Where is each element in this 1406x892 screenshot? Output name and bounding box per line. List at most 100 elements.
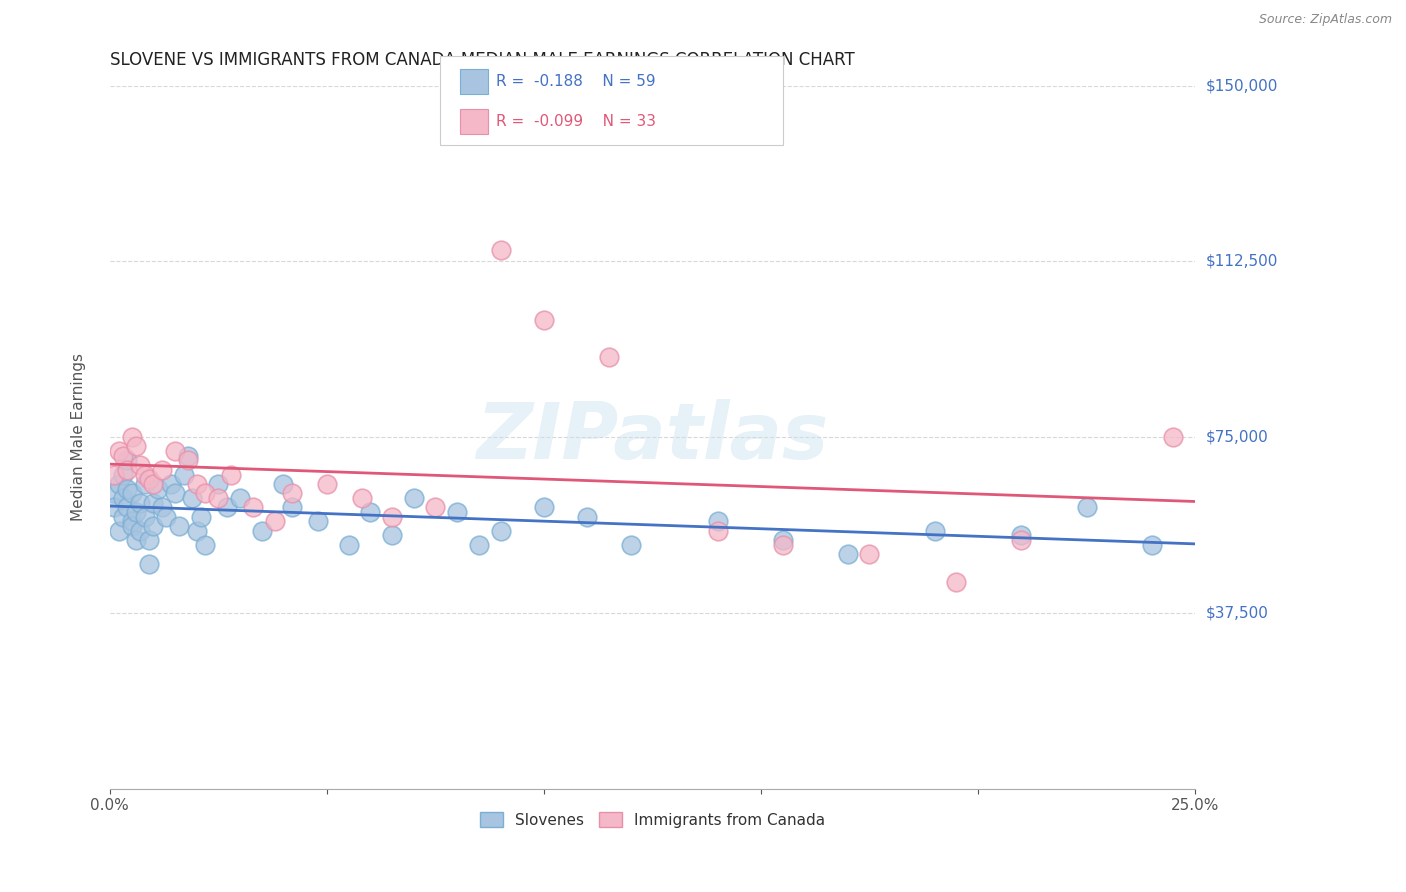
Point	[620, 538, 643, 552]
Point	[134, 509, 156, 524]
Point	[125, 439, 148, 453]
Point	[134, 476, 156, 491]
Point	[281, 486, 304, 500]
Point	[194, 486, 217, 500]
Text: ZIPatlas: ZIPatlas	[477, 399, 828, 475]
Point	[1010, 528, 1032, 542]
Point	[1076, 500, 1098, 515]
Point	[155, 509, 177, 524]
Point	[115, 482, 138, 496]
Text: $150,000: $150,000	[1206, 78, 1278, 93]
Point	[103, 467, 125, 482]
Text: R =  -0.188    N = 59: R = -0.188 N = 59	[496, 74, 657, 89]
Point	[381, 528, 404, 542]
Point	[177, 453, 200, 467]
Point	[1163, 430, 1185, 444]
Point	[350, 491, 373, 505]
Text: SLOVENE VS IMMIGRANTS FROM CANADA MEDIAN MALE EARNINGS CORRELATION CHART: SLOVENE VS IMMIGRANTS FROM CANADA MEDIAN…	[110, 51, 855, 69]
Text: $75,000: $75,000	[1206, 430, 1268, 444]
Point	[263, 515, 285, 529]
Point	[107, 524, 129, 538]
Point	[359, 505, 381, 519]
Point	[159, 476, 181, 491]
Point	[142, 476, 165, 491]
Point	[169, 519, 191, 533]
Point	[215, 500, 238, 515]
Point	[121, 430, 143, 444]
Point	[111, 449, 134, 463]
Point	[945, 575, 967, 590]
Point	[576, 509, 599, 524]
Text: $37,500: $37,500	[1206, 606, 1270, 620]
Point	[138, 533, 160, 548]
Point	[533, 313, 555, 327]
Point	[273, 476, 295, 491]
Point	[177, 449, 200, 463]
Point	[772, 538, 794, 552]
Point	[381, 509, 404, 524]
Point	[173, 467, 195, 482]
Point	[1010, 533, 1032, 548]
Point	[337, 538, 360, 552]
Point	[489, 524, 512, 538]
Point	[598, 351, 620, 365]
Point	[115, 453, 138, 467]
Point	[281, 500, 304, 515]
Point	[138, 472, 160, 486]
Point	[533, 500, 555, 515]
Point	[150, 500, 173, 515]
Point	[107, 476, 129, 491]
Point	[125, 533, 148, 548]
Point	[315, 476, 337, 491]
Point	[307, 515, 329, 529]
Point	[772, 533, 794, 548]
Point	[425, 500, 447, 515]
Point	[194, 538, 217, 552]
Point	[163, 486, 186, 500]
Point	[181, 491, 204, 505]
Point	[138, 557, 160, 571]
Point	[129, 458, 152, 472]
Point	[924, 524, 946, 538]
Point	[402, 491, 425, 505]
Point	[837, 547, 859, 561]
Text: $112,500: $112,500	[1206, 253, 1278, 268]
Point	[121, 515, 143, 529]
Text: R =  -0.099    N = 33: R = -0.099 N = 33	[496, 114, 657, 129]
Point	[125, 505, 148, 519]
Text: Source: ZipAtlas.com: Source: ZipAtlas.com	[1258, 13, 1392, 27]
Point	[134, 467, 156, 482]
Point	[207, 491, 229, 505]
Point	[146, 482, 169, 496]
Point	[111, 509, 134, 524]
Point	[103, 500, 125, 515]
Point	[121, 486, 143, 500]
Point	[186, 524, 208, 538]
Point	[163, 444, 186, 458]
Legend: Slovenes, Immigrants from Canada: Slovenes, Immigrants from Canada	[474, 805, 831, 834]
Point	[706, 515, 728, 529]
Point	[111, 467, 134, 482]
Point	[121, 519, 143, 533]
Point	[446, 505, 468, 519]
Point	[221, 467, 243, 482]
Point	[207, 476, 229, 491]
Point	[190, 509, 212, 524]
Y-axis label: Median Male Earnings: Median Male Earnings	[72, 353, 86, 521]
Point	[858, 547, 880, 561]
Point	[1140, 538, 1163, 552]
Point	[142, 519, 165, 533]
Point	[186, 476, 208, 491]
Point	[489, 243, 512, 257]
Point	[706, 524, 728, 538]
Point	[142, 495, 165, 509]
Point	[250, 524, 273, 538]
Point	[242, 500, 264, 515]
Point	[107, 444, 129, 458]
Point	[115, 500, 138, 515]
Point	[111, 491, 134, 505]
Point	[129, 524, 152, 538]
Point	[115, 463, 138, 477]
Point	[150, 463, 173, 477]
Point	[468, 538, 491, 552]
